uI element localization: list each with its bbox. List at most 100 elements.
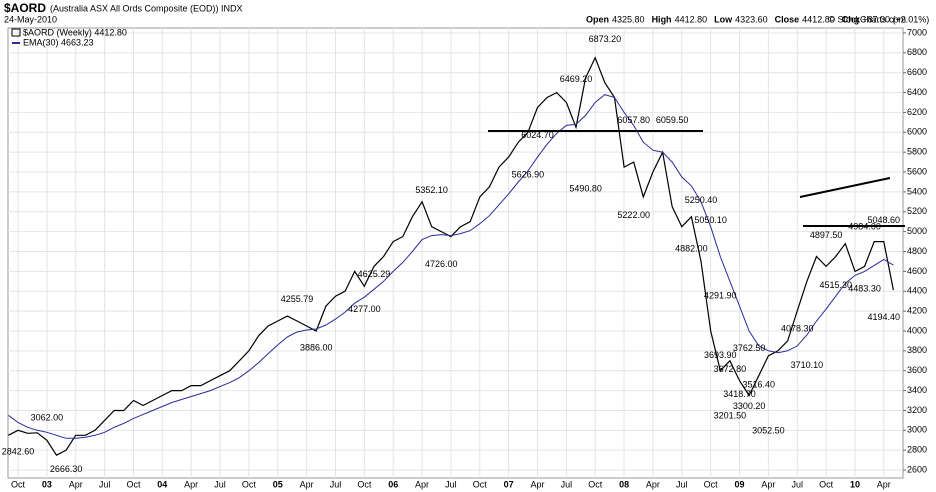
y-tick-label: 4000 bbox=[907, 325, 927, 335]
x-tick-label: 10 bbox=[850, 479, 860, 489]
x-tick-label: Apr bbox=[530, 479, 544, 489]
price-annotation: 5490.80 bbox=[569, 183, 602, 193]
price-annotation: 6059.50 bbox=[656, 115, 689, 125]
plot-frame bbox=[7, 27, 904, 479]
x-tick-label: Oct bbox=[473, 479, 488, 489]
y-tick-label: 4200 bbox=[907, 305, 927, 315]
price-annotation: 5626.90 bbox=[512, 170, 545, 180]
x-tick-label: Apr bbox=[761, 479, 775, 489]
x-tick-label: Apr bbox=[184, 479, 198, 489]
y-tick-label: 4800 bbox=[907, 246, 927, 256]
y-tick-label: 3200 bbox=[907, 405, 927, 415]
quote-value: 4412.80 bbox=[802, 14, 835, 24]
x-tick-label: Oct bbox=[819, 479, 834, 489]
x-tick-label: Oct bbox=[704, 479, 719, 489]
x-tick-label: 07 bbox=[504, 479, 514, 489]
price-annotation: 6873.20 bbox=[589, 34, 622, 44]
credit: © StockCharts.com bbox=[828, 14, 906, 24]
price-annotation: 3300.20 bbox=[733, 401, 766, 411]
quote-value: +87.00 (+2.01%) bbox=[862, 14, 929, 24]
y-tick-label: 3000 bbox=[907, 425, 927, 435]
x-tick-label: Jul bbox=[330, 479, 342, 489]
price-annotation: 4897.50 bbox=[810, 230, 843, 240]
price-annotation: 4078.30 bbox=[781, 324, 814, 334]
quote-label: Chg bbox=[842, 14, 860, 24]
price-annotation: 3886.00 bbox=[300, 343, 333, 353]
price-annotation: 5048.60 bbox=[868, 215, 901, 225]
price-annotation: 3418.70 bbox=[723, 389, 756, 399]
y-tick-label: 4600 bbox=[907, 266, 927, 276]
series-line bbox=[8, 94, 894, 439]
y-tick-label: 3800 bbox=[907, 345, 927, 355]
price-annotation: 3710.10 bbox=[791, 360, 824, 370]
chart-subtitle: (Australia ASX All Ords Composite (EOD))… bbox=[50, 3, 243, 13]
x-tick-label: Oct bbox=[126, 479, 141, 489]
quote-label: High bbox=[652, 14, 672, 24]
y-tick-label: 3600 bbox=[907, 365, 927, 375]
y-tick-label: 5000 bbox=[907, 226, 927, 236]
price-annotation: 3762.50 bbox=[733, 343, 766, 353]
legend-label: $AORD (Weekly) 4412.80 bbox=[23, 27, 127, 37]
x-tick-label: 03 bbox=[42, 479, 52, 489]
y-tick-label: 6000 bbox=[907, 127, 927, 137]
y-tick-label: 4400 bbox=[907, 286, 927, 296]
price-annotation: 4194.40 bbox=[868, 312, 901, 322]
x-tick-label: Apr bbox=[646, 479, 660, 489]
y-tick-label: 2800 bbox=[907, 445, 927, 455]
quote: Open 4325.80 High 4412.80 Low 4323.60 Close 441… bbox=[586, 14, 929, 24]
price-annotation: 3201.50 bbox=[714, 411, 747, 421]
x-tick-label: Jul bbox=[445, 479, 457, 489]
x-tick-label: Oct bbox=[242, 479, 257, 489]
x-tick-label: Jul bbox=[99, 479, 111, 489]
price-annotation: 3516.40 bbox=[742, 379, 775, 389]
x-tick-label: 04 bbox=[157, 479, 167, 489]
price-annotation: 4984.00 bbox=[848, 222, 881, 232]
price-annotation: 3062.00 bbox=[31, 413, 64, 423]
price-annotation: 3052.50 bbox=[752, 425, 785, 435]
price-annotation: 4515.30 bbox=[819, 280, 852, 290]
price-annotation: 4625.29 bbox=[358, 269, 391, 279]
x-tick-label: Apr bbox=[300, 479, 314, 489]
y-tick-label: 7000 bbox=[907, 27, 927, 37]
x-tick-label: Jul bbox=[214, 479, 226, 489]
price-annotation: 4277.00 bbox=[348, 304, 381, 314]
quote-value: 4323.60 bbox=[735, 14, 768, 24]
y-tick-label: 6600 bbox=[907, 67, 927, 77]
chart-date: 24-May-2010 bbox=[4, 14, 57, 24]
trend-line bbox=[799, 177, 891, 198]
quote-label: Close bbox=[775, 14, 800, 24]
x-tick-label: 09 bbox=[735, 479, 745, 489]
price-annotation: 5250.40 bbox=[685, 195, 718, 205]
price-annotation: 4483.30 bbox=[848, 283, 881, 293]
price-annotation: 4255.79 bbox=[281, 294, 314, 304]
x-tick-label: 06 bbox=[388, 479, 398, 489]
x-tick-label: Apr bbox=[415, 479, 429, 489]
price-annotation: 6469.20 bbox=[560, 74, 593, 84]
price-annotation: 6057.80 bbox=[617, 115, 650, 125]
price-annotation: 2666.30 bbox=[50, 464, 83, 474]
y-tick-label: 5400 bbox=[907, 186, 927, 196]
series-line bbox=[8, 56, 894, 456]
x-tick-label: Jul bbox=[561, 479, 573, 489]
price-annotation: 5050.10 bbox=[694, 215, 727, 225]
x-tick-label: Jul bbox=[676, 479, 688, 489]
x-tick-label: 08 bbox=[619, 479, 629, 489]
quote-value: 4325.80 bbox=[612, 14, 645, 24]
price-annotation: 2842.60 bbox=[2, 446, 35, 456]
x-tick-label: Apr bbox=[69, 479, 83, 489]
x-tick-label: Oct bbox=[11, 479, 26, 489]
price-annotation: 3672.80 bbox=[714, 364, 747, 374]
quote-value: 4412.80 bbox=[675, 14, 708, 24]
y-tick-label: 5200 bbox=[907, 206, 927, 216]
x-tick-label: Jul bbox=[791, 479, 803, 489]
price-annotation: 6024.70 bbox=[521, 130, 554, 140]
y-tick-label: 6200 bbox=[907, 107, 927, 117]
y-tick-label: 3400 bbox=[907, 385, 927, 395]
price-annotation: 4882.00 bbox=[675, 244, 708, 254]
chart-title: $AORD bbox=[4, 1, 46, 15]
y-tick-label: 6800 bbox=[907, 47, 927, 57]
price-annotation: 5222.00 bbox=[617, 210, 650, 220]
y-tick-label: 5800 bbox=[907, 147, 927, 157]
